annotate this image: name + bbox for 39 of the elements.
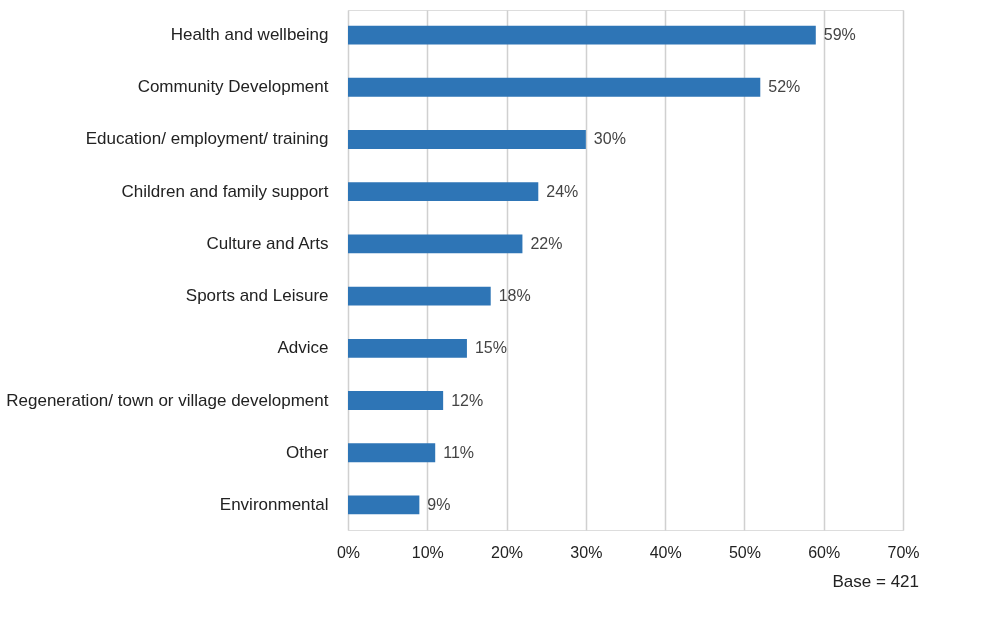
y-tick-label: Health and wellbeing (170, 25, 329, 45)
bar (348, 495, 420, 515)
x-tick-label: 50% (728, 543, 761, 561)
x-tick-label: 20% (491, 543, 524, 561)
data-label: 52% (768, 78, 801, 96)
data-label: 9% (427, 495, 451, 513)
data-label: 59% (823, 26, 856, 44)
data-label: 15% (474, 339, 507, 357)
data-label: 24% (546, 182, 579, 200)
data-label: 12% (451, 391, 484, 409)
x-tick-label: 70% (887, 543, 920, 561)
y-tick-label: Children and family support (121, 181, 329, 201)
y-tick-label: Environmental (219, 494, 329, 514)
text: Base = 421 (832, 572, 920, 591)
data-label: 22% (530, 234, 563, 252)
x-tick-label: 40% (649, 543, 682, 561)
x-tick-label: 10% (411, 543, 444, 561)
y-tick-label: Advice (277, 338, 329, 358)
x-tick-label: 0% (336, 543, 361, 561)
bar (348, 338, 467, 358)
y-tick-label: Community Development (137, 77, 329, 97)
bar (348, 130, 586, 149)
bar (348, 286, 491, 306)
x-tick-label: 30% (570, 543, 603, 561)
y-tick-label: Regeneration/ town or village development (6, 390, 329, 410)
bar (348, 25, 816, 45)
bar (348, 391, 444, 410)
y-tick-label: Education/ employment/ training (85, 129, 329, 149)
data-label: 30% (593, 130, 626, 148)
y-tick-label: Other (285, 442, 329, 462)
bar (348, 443, 436, 463)
y-tick-label: Sports and Leisure (185, 286, 329, 306)
bar (348, 77, 761, 97)
data-label: 11% (443, 443, 475, 461)
data-label: 18% (498, 287, 531, 305)
bar (348, 182, 539, 202)
x-tick-label: 60% (808, 543, 841, 561)
bar (348, 234, 523, 254)
y-tick-label: Culture and Arts (206, 233, 329, 253)
